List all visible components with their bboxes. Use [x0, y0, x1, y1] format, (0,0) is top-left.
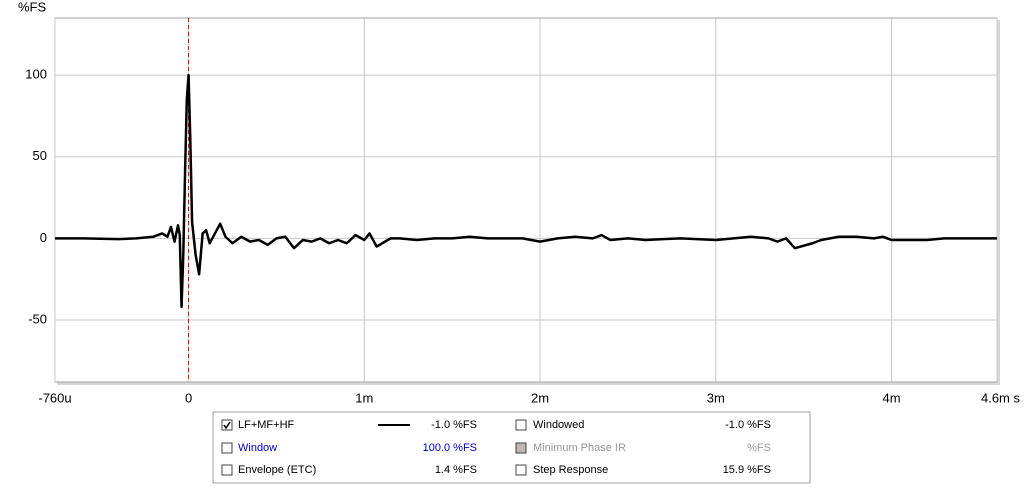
checkbox[interactable]	[515, 464, 527, 476]
legend-label[interactable]: Step Response	[533, 464, 608, 476]
legend-label[interactable]: Minimum Phase IR	[533, 442, 626, 454]
y-tick-label: 50	[33, 148, 47, 163]
y-tick-label: -50	[28, 311, 47, 326]
y-tick-label: 0	[40, 230, 47, 245]
check-mark	[223, 421, 231, 430]
checkbox[interactable]	[221, 442, 233, 454]
x-tick-label: 3m	[707, 390, 725, 405]
y-tick-label: 100	[25, 67, 47, 82]
legend-label[interactable]: Envelope (ETC)	[238, 464, 316, 476]
legend-reading: 15.9 %FS	[723, 464, 771, 476]
legend-box	[212, 411, 811, 484]
y-axis-label: %FS	[18, 0, 47, 14]
x-tick-label: 4m	[883, 390, 901, 405]
x-tick-label: 1m	[355, 390, 373, 405]
x-tick-label: -760u	[38, 390, 71, 405]
checkbox[interactable]	[221, 419, 233, 431]
x-tick-label: 4.6m s	[981, 390, 1021, 405]
legend-label[interactable]: LF+MF+HF	[238, 419, 295, 431]
x-tick-label: 2m	[531, 390, 549, 405]
legend-reading: 1.4 %FS	[435, 464, 477, 476]
legend-reading: %FS	[747, 442, 771, 454]
legend-reading: -1.0 %FS	[725, 419, 771, 431]
checkbox[interactable]	[515, 419, 527, 431]
x-tick-label: 0	[185, 390, 192, 405]
checkbox[interactable]	[515, 442, 527, 454]
series-line	[55, 73, 997, 309]
plot-area	[54, 17, 998, 383]
legend-reading: -1.0 %FS	[431, 419, 477, 431]
legend-reading: 100.0 %FS	[423, 442, 477, 454]
legend-label[interactable]: Window	[238, 442, 277, 454]
legend-label[interactable]: Windowed	[533, 419, 584, 431]
checkbox[interactable]	[221, 464, 233, 476]
